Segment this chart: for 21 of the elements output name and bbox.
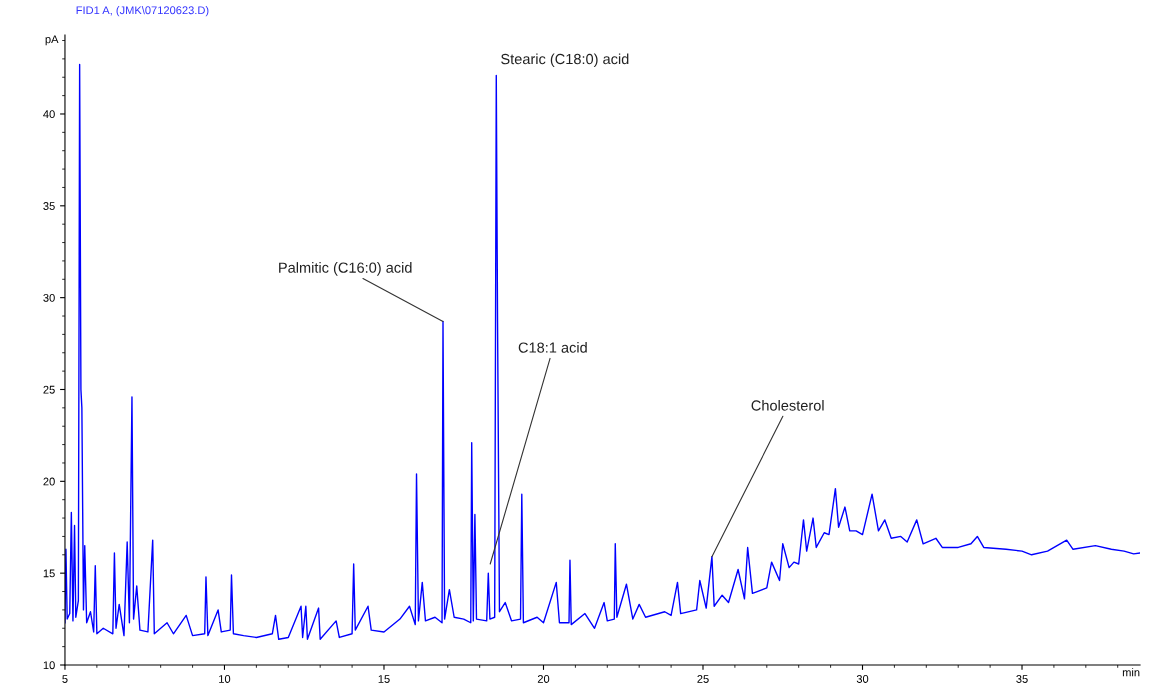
y-tick-label: 30 bbox=[43, 293, 55, 302]
x-tick-label: 5 bbox=[62, 675, 68, 683]
y-tick-label: 15 bbox=[43, 569, 55, 578]
x-tick-label: 25 bbox=[697, 675, 709, 683]
y-tick-label: 35 bbox=[43, 202, 55, 210]
annotation: C18:1 acid bbox=[518, 342, 587, 353]
x-tick-label: 35 bbox=[1016, 675, 1028, 683]
y-tick-label: 40 bbox=[43, 110, 55, 119]
y-tick-label: 25 bbox=[43, 385, 55, 394]
x-tick-label: 15 bbox=[378, 675, 390, 683]
x-tick-label: 10 bbox=[219, 675, 231, 683]
x-tick-label: 20 bbox=[537, 675, 550, 683]
y-axis-title: pA bbox=[45, 35, 59, 46]
x-axis-title: min bbox=[1122, 668, 1140, 677]
y-tick-label: 20 bbox=[43, 477, 55, 486]
annotation: Stearic (C18:0) acid bbox=[501, 53, 629, 68]
y-tick-label: 10 bbox=[43, 661, 55, 670]
annotation: Cholesterol bbox=[751, 399, 824, 411]
x-tick-label: 30 bbox=[856, 675, 869, 683]
annotation: Palmitic (C16:0) acid bbox=[279, 262, 412, 276]
chart-title: FID1 A, (JMK\07120623.D) bbox=[76, 6, 209, 17]
